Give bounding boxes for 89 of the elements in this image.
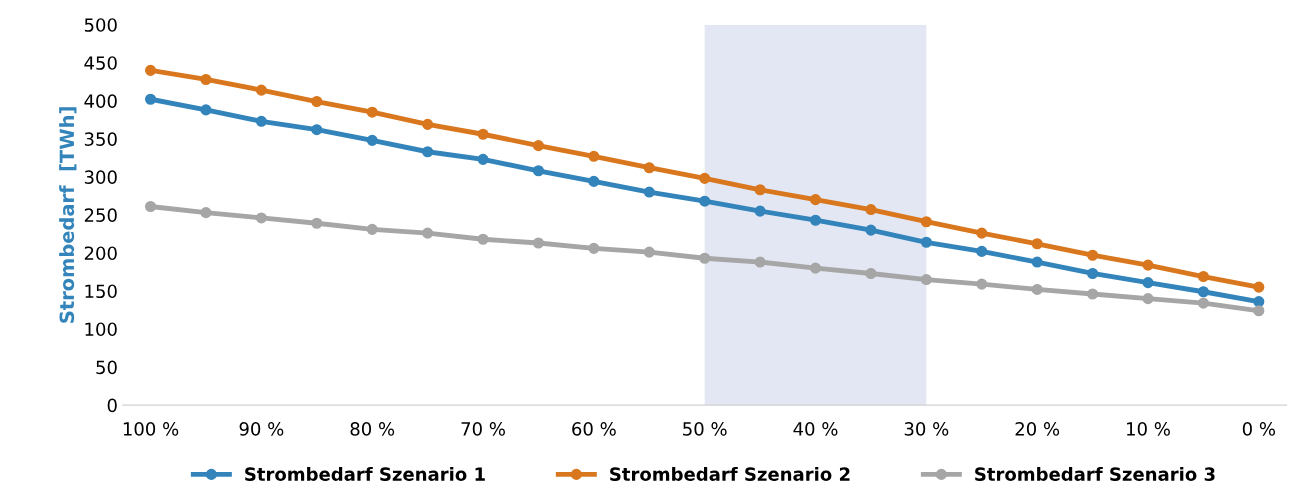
y-tick-label: 350 bbox=[84, 132, 117, 146]
legend-label: Strombedarf Szenario 3 bbox=[975, 466, 1215, 481]
point bbox=[865, 204, 877, 216]
point bbox=[477, 128, 489, 140]
x-tick-label: 60 % bbox=[572, 422, 616, 436]
point bbox=[809, 262, 822, 274]
point bbox=[366, 106, 378, 118]
point bbox=[366, 134, 378, 146]
point bbox=[255, 115, 267, 127]
x-tick-label: 20 % bbox=[1015, 422, 1060, 436]
y-tick-label: 150 bbox=[85, 284, 117, 299]
point bbox=[477, 233, 489, 245]
point bbox=[422, 118, 434, 130]
point bbox=[643, 162, 655, 174]
x-tick-label: 100 % bbox=[123, 422, 179, 436]
point bbox=[422, 146, 434, 158]
x-tick-label: 40 % bbox=[793, 422, 838, 436]
point bbox=[809, 214, 822, 226]
point bbox=[699, 195, 711, 207]
y-tick-label: 500 bbox=[84, 18, 117, 32]
point bbox=[920, 216, 932, 228]
x-tick-label: 0 % bbox=[1242, 422, 1276, 436]
point bbox=[1087, 267, 1099, 280]
point bbox=[366, 223, 378, 235]
legend-label: Strombedarf Szenario 2 bbox=[610, 466, 850, 481]
point bbox=[311, 217, 323, 229]
point bbox=[920, 273, 932, 286]
point bbox=[809, 194, 822, 206]
point bbox=[1031, 256, 1043, 268]
point bbox=[920, 236, 932, 248]
point bbox=[1031, 283, 1043, 296]
point bbox=[1197, 297, 1209, 309]
point bbox=[144, 64, 157, 76]
point bbox=[976, 278, 988, 290]
point bbox=[1197, 286, 1209, 298]
point bbox=[255, 84, 267, 96]
point bbox=[643, 246, 655, 258]
point bbox=[754, 256, 766, 268]
point bbox=[754, 205, 766, 217]
point bbox=[865, 267, 877, 280]
point bbox=[976, 227, 988, 239]
point bbox=[144, 200, 157, 213]
point bbox=[588, 242, 600, 254]
y-tick-label: 250 bbox=[84, 208, 117, 223]
point bbox=[1253, 305, 1265, 317]
legend-label: Strombedarf Szenario 1 bbox=[245, 466, 485, 481]
point bbox=[1142, 259, 1154, 271]
x-tick-label: 90 % bbox=[239, 422, 284, 436]
point bbox=[1253, 296, 1265, 308]
y-axis-title: Strombedarf [TWh] bbox=[59, 107, 77, 323]
point bbox=[588, 150, 600, 162]
y-tick-label: 50 bbox=[96, 360, 117, 375]
y-tick-label: 200 bbox=[84, 246, 117, 261]
y-tick-label: 400 bbox=[84, 94, 117, 108]
point bbox=[532, 165, 544, 177]
point bbox=[1087, 288, 1099, 300]
point bbox=[976, 245, 988, 257]
y-tick-label: 450 bbox=[84, 56, 117, 70]
point bbox=[1087, 249, 1099, 261]
point bbox=[1142, 293, 1154, 305]
point bbox=[1031, 238, 1043, 250]
point bbox=[422, 227, 434, 239]
x-tick-label: 50 % bbox=[683, 422, 727, 436]
point bbox=[255, 212, 267, 224]
y-tick-label: 300 bbox=[84, 170, 117, 184]
point bbox=[1253, 281, 1265, 293]
y-tick-label: 0 bbox=[107, 398, 117, 413]
point bbox=[754, 184, 766, 196]
point bbox=[699, 252, 711, 264]
point bbox=[1197, 270, 1209, 283]
x-tick-label: 30 % bbox=[904, 422, 949, 436]
point bbox=[200, 73, 212, 86]
point bbox=[532, 140, 544, 152]
y-tick-label: 100 bbox=[85, 322, 117, 337]
point bbox=[477, 153, 489, 165]
point bbox=[200, 207, 212, 219]
point bbox=[200, 104, 212, 116]
point bbox=[311, 124, 323, 136]
point bbox=[865, 224, 877, 236]
point bbox=[532, 237, 544, 249]
point bbox=[144, 93, 157, 105]
point bbox=[1142, 277, 1154, 289]
point bbox=[643, 186, 655, 198]
point bbox=[311, 95, 323, 108]
point bbox=[588, 175, 600, 187]
x-tick-label: 70 % bbox=[461, 422, 505, 436]
point bbox=[699, 172, 711, 184]
x-tick-label: 80 % bbox=[350, 422, 395, 436]
x-tick-label: 10 % bbox=[1127, 422, 1170, 436]
